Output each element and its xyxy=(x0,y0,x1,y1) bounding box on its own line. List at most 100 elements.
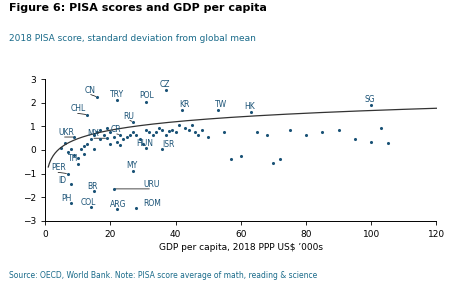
Point xyxy=(64,150,72,155)
Text: Figure 6: PISA scores and GDP per capita: Figure 6: PISA scores and GDP per capita xyxy=(9,3,267,13)
Point xyxy=(133,132,140,137)
Point xyxy=(84,112,91,117)
Point xyxy=(319,130,326,135)
Point xyxy=(136,137,143,142)
Text: UKR: UKR xyxy=(58,128,74,137)
Point xyxy=(58,145,65,150)
Point xyxy=(94,95,101,99)
Text: Source: OECD, World Bank. Note: PISA score average of math, reading & science: Source: OECD, World Bank. Note: PISA sco… xyxy=(9,271,317,280)
Text: POL: POL xyxy=(140,91,154,100)
Text: BR: BR xyxy=(87,182,98,191)
Point xyxy=(74,156,81,160)
Point xyxy=(68,182,75,186)
Text: URU: URU xyxy=(143,180,159,189)
Point xyxy=(87,137,94,142)
Text: TRY: TRY xyxy=(110,90,124,99)
Point xyxy=(143,128,150,132)
Point xyxy=(159,147,166,151)
Point xyxy=(104,136,111,140)
Text: MY: MY xyxy=(126,161,138,170)
Point xyxy=(81,151,88,156)
Point xyxy=(335,128,342,132)
Text: TW: TW xyxy=(215,100,227,109)
Point xyxy=(68,201,75,205)
Point xyxy=(195,132,202,137)
Point xyxy=(368,140,375,144)
Point xyxy=(351,137,359,142)
Point xyxy=(214,108,221,112)
Point xyxy=(113,98,121,103)
Text: TH: TH xyxy=(68,154,78,163)
X-axis label: GDP per capita, 2018 PPP US$ ’000s: GDP per capita, 2018 PPP US$ ’000s xyxy=(159,243,323,252)
Text: ID: ID xyxy=(58,176,66,185)
Point xyxy=(204,135,212,139)
Text: 2018 PISA score, standard deviation from global mean: 2018 PISA score, standard deviation from… xyxy=(9,34,256,43)
Point xyxy=(162,88,169,92)
Point xyxy=(276,157,284,162)
Point xyxy=(61,141,68,145)
Point xyxy=(130,119,137,124)
Point xyxy=(286,128,293,132)
Point xyxy=(188,123,195,128)
Point xyxy=(152,130,160,135)
Point xyxy=(71,153,78,157)
Point xyxy=(100,132,107,137)
Text: ROM: ROM xyxy=(143,199,161,208)
Point xyxy=(110,187,117,191)
Point xyxy=(126,132,133,137)
Point xyxy=(146,130,153,135)
Point xyxy=(227,157,234,162)
Point xyxy=(178,108,185,112)
Text: CN: CN xyxy=(84,85,95,95)
Point xyxy=(143,145,150,150)
Point xyxy=(120,137,127,142)
Point xyxy=(81,144,88,149)
Point xyxy=(169,128,176,132)
Point xyxy=(247,110,254,115)
Point xyxy=(77,147,85,151)
Point xyxy=(237,154,244,158)
Point xyxy=(166,129,173,133)
Point xyxy=(74,162,81,166)
Point xyxy=(253,130,261,135)
Point xyxy=(113,207,121,211)
Text: HUN: HUN xyxy=(136,139,153,148)
Point xyxy=(117,132,124,137)
Point xyxy=(107,130,114,135)
Point xyxy=(378,125,385,130)
Point xyxy=(113,140,121,144)
Point xyxy=(90,132,98,137)
Point xyxy=(172,130,179,135)
Text: CZ: CZ xyxy=(159,80,170,89)
Point xyxy=(110,135,117,139)
Text: MX: MX xyxy=(87,129,99,138)
Point xyxy=(159,128,166,132)
Text: COL: COL xyxy=(81,198,96,207)
Point xyxy=(221,130,228,135)
Text: HK: HK xyxy=(244,102,255,111)
Text: CHL: CHL xyxy=(71,104,86,113)
Point xyxy=(149,132,156,137)
Point xyxy=(90,189,98,194)
Point xyxy=(302,132,310,137)
Point xyxy=(133,205,140,210)
Point xyxy=(68,147,75,151)
Point xyxy=(192,130,199,135)
Point xyxy=(130,169,137,173)
Point xyxy=(140,142,147,146)
Point xyxy=(104,125,111,130)
Text: RU: RU xyxy=(123,112,134,121)
Point xyxy=(123,135,130,139)
Point xyxy=(97,137,104,142)
Point xyxy=(185,128,192,132)
Point xyxy=(270,161,277,165)
Point xyxy=(263,132,270,137)
Point xyxy=(64,171,72,176)
Point xyxy=(90,147,98,151)
Text: SG: SG xyxy=(364,95,375,104)
Point xyxy=(198,128,205,132)
Point xyxy=(156,125,163,130)
Point xyxy=(162,132,169,137)
Point xyxy=(94,130,101,135)
Point xyxy=(84,142,91,146)
